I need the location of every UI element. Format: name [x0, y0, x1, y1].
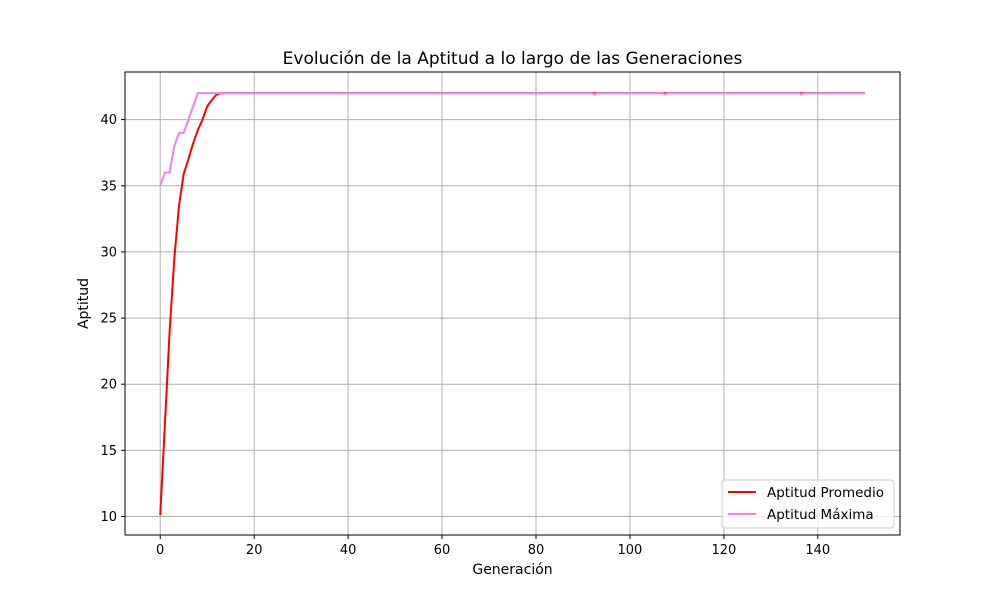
x-tick-label: 80	[528, 543, 545, 558]
y-tick-label: 35	[100, 179, 117, 194]
x-tick-label: 40	[340, 543, 357, 558]
grid	[125, 72, 900, 535]
legend-label-aptitud-promedio: Aptitud Promedio	[767, 485, 884, 501]
y-tick-label: 30	[100, 245, 117, 260]
x-axis-label: Generación	[472, 562, 552, 578]
x-tick-label: 140	[805, 543, 830, 558]
x-tick-label: 100	[617, 543, 642, 558]
chart-title: Evolución de la Aptitud a lo largo de la…	[283, 49, 743, 69]
y-tick-label: 25	[100, 312, 117, 327]
x-tick-label: 20	[246, 543, 263, 558]
legend: Aptitud Promedio Aptitud Máxima	[721, 479, 895, 529]
x-tick-label: 60	[434, 543, 451, 558]
axis-ticks: 0 20 40 60 80 100 120 140 10 15 20 25 30 35 40	[100, 113, 830, 558]
y-axis-label: Aptitud	[76, 278, 92, 329]
legend-box	[721, 479, 895, 529]
y-tick-label: 10	[100, 510, 117, 525]
y-tick-label: 15	[100, 444, 117, 459]
y-tick-label: 40	[100, 113, 117, 128]
plot-frame	[124, 71, 901, 536]
series-lines	[159, 92, 865, 516]
x-tick-label: 120	[711, 543, 736, 558]
y-tick-label: 20	[100, 378, 117, 393]
legend-label-aptitud-maxima: Aptitud Máxima	[767, 507, 874, 523]
x-tick-label: 0	[156, 543, 164, 558]
series-line-aptitud-maxima	[159, 92, 865, 187]
series-line-aptitud-promedio	[159, 92, 865, 516]
